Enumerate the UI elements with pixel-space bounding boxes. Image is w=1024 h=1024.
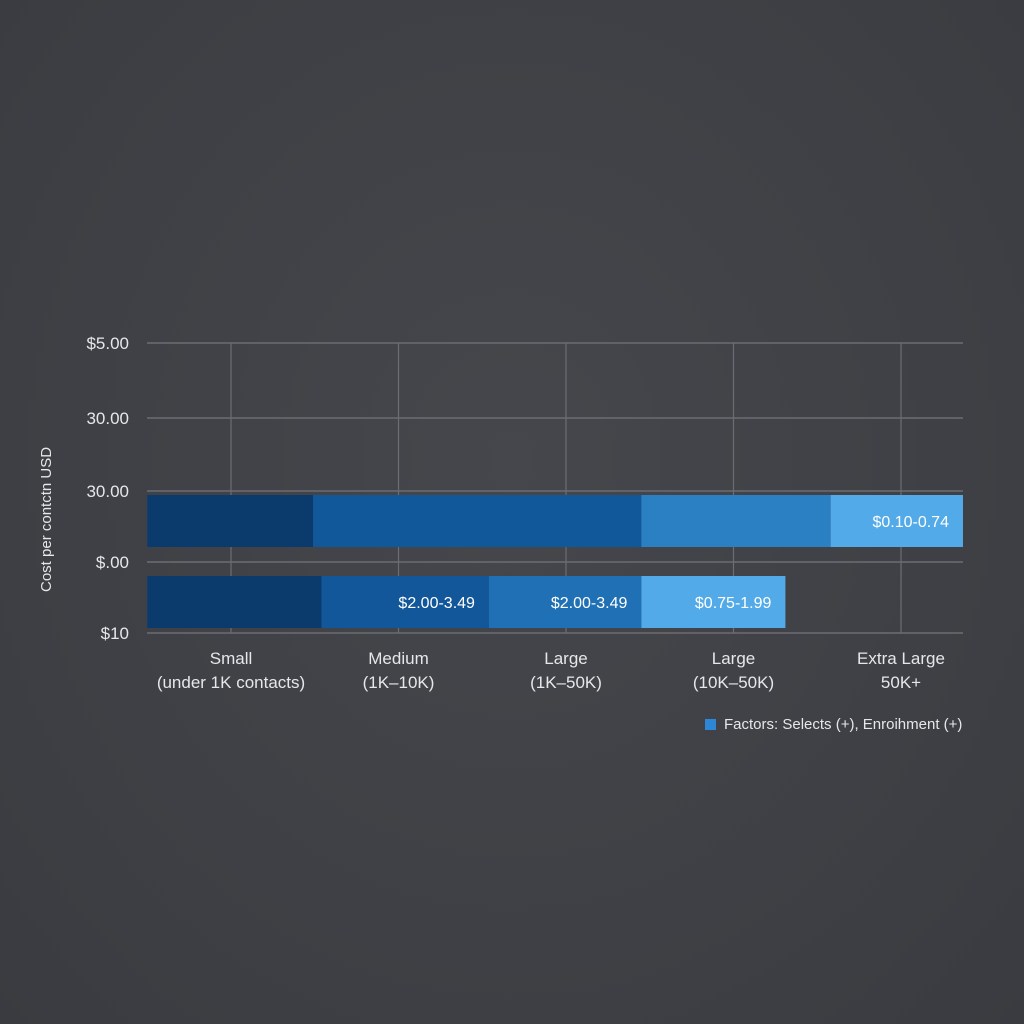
bar-segment: [321, 576, 489, 628]
bar-segment-label: $0.10-0.74: [872, 514, 949, 531]
legend-label: Factors: Selects (+), Enroihment (+): [724, 716, 963, 733]
legend: Factors: Selects (+), Enroihment (+): [705, 716, 962, 733]
grid: [147, 342, 963, 634]
bar-segment-label: $2.00-3.49: [551, 595, 628, 612]
bar-segment: [641, 495, 831, 547]
legend-swatch: [705, 719, 716, 730]
bar-segment: [488, 576, 642, 628]
y-tick-label: 30.00: [86, 482, 129, 501]
x-tick-label: Large: [544, 649, 587, 668]
x-tick-sublabel: (1K–50K): [530, 673, 602, 692]
bar-segment: [147, 495, 314, 547]
y-tick-label: 30.00: [86, 409, 129, 428]
x-tick-sublabel: (10K–50K): [693, 673, 774, 692]
bar-segment: [641, 576, 786, 628]
x-tick-sublabel: (1K–10K): [363, 673, 435, 692]
bars: $0.10-0.74 $2.00-3.49 $2.00-3.49 $0.75-1.99: [147, 495, 963, 628]
x-tick-label: Medium: [368, 649, 428, 668]
bar-segment: [147, 576, 322, 628]
y-tick-label: $5.00: [86, 334, 129, 353]
y-axis-title: Cost per contctn USD: [38, 447, 55, 592]
x-axis-labels: Small (under 1K contacts) Medium (1K–10K) La…: [157, 649, 945, 692]
y-tick-label: $10: [101, 624, 129, 643]
x-tick-label: Small: [210, 649, 253, 668]
y-axis-ticks: $5.00 30.00 30.00 $.00 $10: [86, 334, 129, 643]
bar-segment: [313, 495, 642, 547]
x-tick-label: Extra Large: [857, 649, 945, 668]
x-tick-sublabel: 50K+: [881, 673, 921, 692]
bar-segment-label: $0.75-1.99: [695, 595, 772, 612]
bar-segment: [830, 495, 963, 547]
bar-segment-label: $2.00-3.49: [398, 595, 475, 612]
y-tick-label: $.00: [96, 553, 129, 572]
x-tick-label: Large: [712, 649, 755, 668]
x-tick-sublabel: (under 1K contacts): [157, 673, 305, 692]
